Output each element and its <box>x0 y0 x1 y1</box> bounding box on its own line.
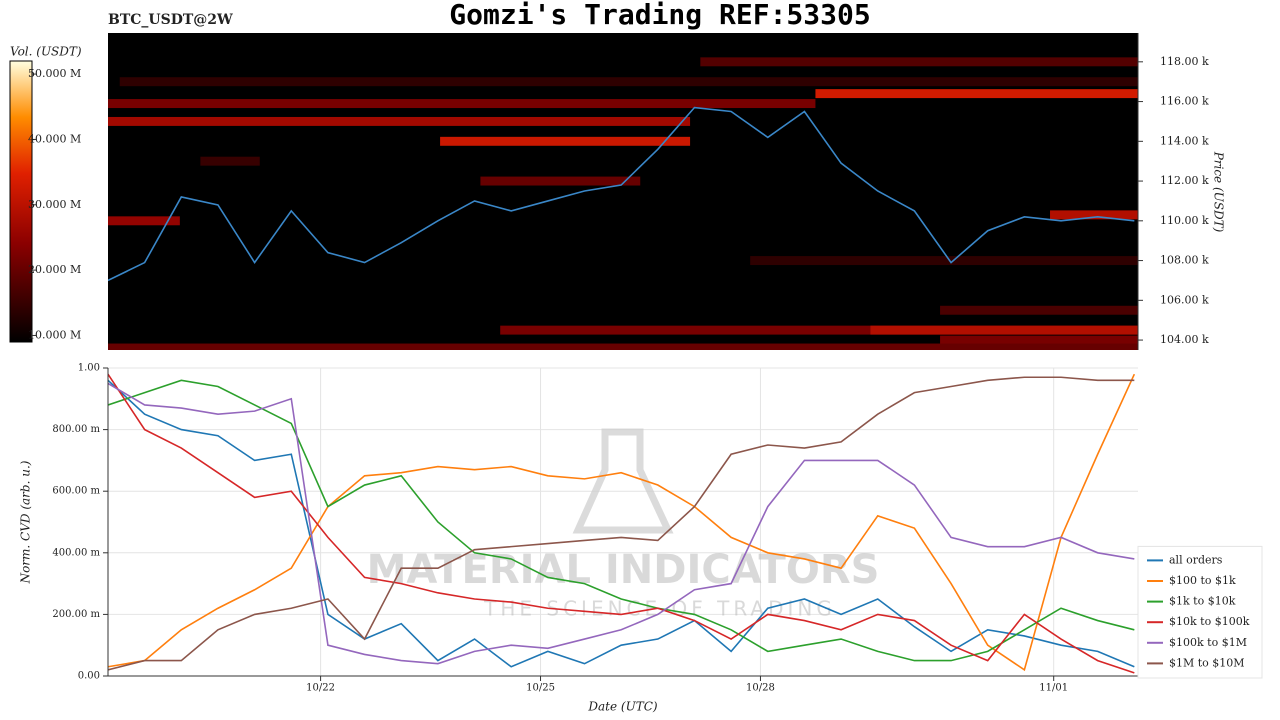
y-tick-label: 600.00 m <box>52 486 100 497</box>
heat-band <box>108 343 1138 350</box>
price-line <box>108 106 1135 282</box>
y-tick-label: 110.00 k <box>1160 214 1209 227</box>
y-tick-label: 400.00 m <box>52 547 100 558</box>
colorbar-tick-label: 30.000 M <box>28 198 81 211</box>
cvd-line <box>108 382 1135 665</box>
legend-box <box>1137 545 1263 679</box>
y-tick-label: 1.00 <box>78 363 100 374</box>
y-axis-title: Norm. CVD (arb. u.) <box>19 460 33 584</box>
heat-band <box>1050 210 1138 220</box>
x-tick-label: 10/25 <box>526 683 555 694</box>
heat-band <box>480 176 641 186</box>
y-tick-label: 104.00 k <box>1160 333 1209 346</box>
cvd-line <box>108 373 1135 674</box>
colorbar-tick-label: 50.000 M <box>28 67 81 80</box>
cvd-line <box>108 376 1135 671</box>
y-tick-label: 116.00 k <box>1160 95 1209 108</box>
heat-band <box>940 335 1138 345</box>
legend-label: $100k to $1M <box>1169 636 1247 649</box>
legend-label: $10k to $100k <box>1169 615 1250 628</box>
heat-band <box>108 116 691 126</box>
legend-label: $100 to $1k <box>1169 574 1236 587</box>
cvd-line <box>108 379 1135 668</box>
y-tick-label: 106.00 k <box>1160 293 1209 306</box>
heat-band <box>200 156 260 166</box>
heat-band <box>870 325 1138 335</box>
symbol: BTC_USDT@2W <box>108 12 233 28</box>
colorbar <box>9 60 33 343</box>
axes: 104.00 k 106.00 k 108.00 k 110.00 k 112.00 k… <box>28 33 1263 694</box>
cvd-line <box>108 379 1135 662</box>
x-axis-title: Date (UTC) <box>587 700 657 714</box>
watermark: MATERIAL INDICATORS <box>367 547 880 593</box>
y-tick-label: 200.00 m <box>52 609 100 620</box>
heat-band <box>700 57 1138 67</box>
heat-band <box>119 77 1138 87</box>
x-tick-label: 10/28 <box>746 683 775 694</box>
heat-band <box>940 305 1138 315</box>
cvd-line <box>108 373 1136 672</box>
colorbar-tick-label: 10.000 M <box>28 328 81 341</box>
cvd-lines <box>108 373 1136 674</box>
colorbar-label: Vol. (USDT) <box>10 45 82 59</box>
y-tick-label: 112.00 k <box>1160 174 1209 187</box>
y-tick-label: 118.00 k <box>1160 55 1209 68</box>
y-tick-label: 108.00 k <box>1160 254 1209 267</box>
x-tick-label: 11/01 <box>1039 683 1068 694</box>
watermark-flask <box>572 428 674 534</box>
colorbar-tick-label: 40.000 M <box>28 132 81 145</box>
legend-label: all orders <box>1169 553 1223 566</box>
colorbar-tick-label: 20.000 M <box>28 263 81 276</box>
title: Gomzi's Trading REF:53305 <box>449 0 870 31</box>
y-tick-label: 800.00 m <box>52 424 100 435</box>
heat-band <box>108 216 180 226</box>
heatmap-layer <box>108 57 1138 350</box>
heat-band <box>440 136 691 146</box>
x-tick-label: 10/22 <box>306 683 335 694</box>
y-tick-label: 114.00 k <box>1160 134 1209 147</box>
heat-band <box>815 89 1138 99</box>
heat-band <box>750 256 1138 266</box>
y-tick-label: 0.00 <box>78 671 100 682</box>
y-axis-title: Price (USDT) <box>1212 151 1226 233</box>
heat-band <box>500 325 1138 335</box>
legend-label: $1M to $10M <box>1169 656 1245 669</box>
heat-band <box>108 99 816 109</box>
legend-label: $1k to $10k <box>1169 595 1236 608</box>
